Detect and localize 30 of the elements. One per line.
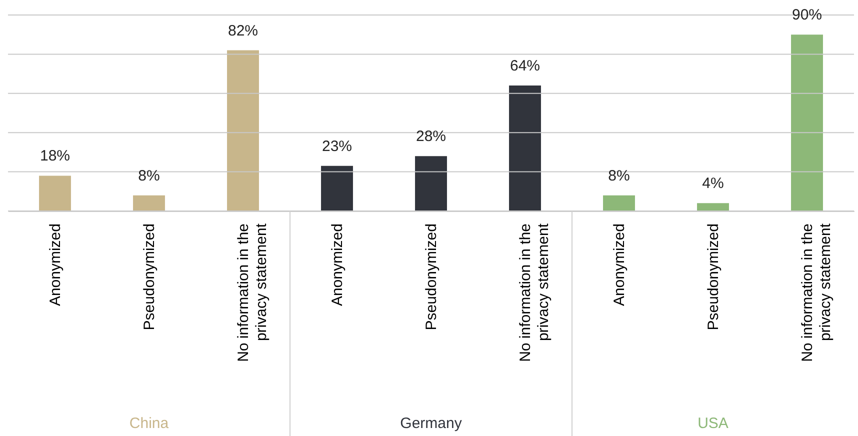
- x-tick-label: No information in the privacy statement: [799, 222, 834, 362]
- x-tick-label: Pseudonymized: [705, 224, 722, 330]
- x-tick-label: Pseudonymized: [141, 224, 158, 330]
- bar: [791, 34, 823, 211]
- bar: [509, 86, 541, 211]
- text: Germany: [400, 415, 462, 432]
- x-tick-label: Anonymized: [47, 224, 64, 306]
- data-label: 8%: [608, 167, 630, 184]
- bar: [39, 176, 71, 211]
- data-label: 64%: [510, 58, 540, 75]
- bar: [697, 203, 729, 211]
- bar: [227, 50, 259, 211]
- x-tick-label: No information in the privacy statement: [517, 222, 552, 362]
- text: USA: [698, 415, 728, 432]
- bar: [415, 156, 447, 211]
- x-tick-label: Anonymized: [329, 224, 346, 306]
- bar: [603, 195, 635, 211]
- data-label: 28%: [416, 128, 446, 146]
- data-label: 82%: [228, 22, 258, 40]
- x-tick-label: Anonymized: [611, 224, 628, 306]
- bar: [133, 195, 165, 211]
- x-tick-label: No information in the privacy statement: [235, 222, 270, 362]
- data-label: 8%: [138, 167, 160, 184]
- text: China: [129, 415, 170, 432]
- x-tick-label: Pseudonymized: [423, 224, 440, 330]
- bar: [321, 166, 353, 211]
- data-label: 4%: [702, 175, 724, 192]
- data-label: 18%: [40, 148, 70, 165]
- data-label: 90%: [792, 6, 822, 24]
- data-label: 23%: [322, 138, 352, 155]
